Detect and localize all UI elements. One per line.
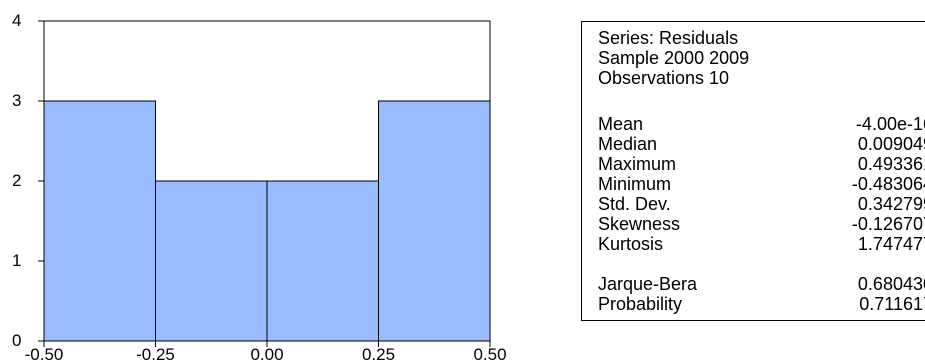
- stat-value: -0.483064: [851, 174, 925, 194]
- stat-label: Skewness: [598, 214, 681, 234]
- y-tick-label: 0: [12, 331, 21, 350]
- stats-row-probability: Probability 0.711617: [598, 294, 925, 314]
- x-tick-label: 0.50: [473, 345, 506, 363]
- stats-row-std-dev: Std. Dev. 0.342799: [598, 194, 925, 214]
- stat-value: 0.493361: [857, 154, 925, 174]
- x-tick-label: -0.50: [25, 345, 64, 363]
- stat-label: Minimum: [598, 174, 672, 194]
- histogram-bar: [43, 100, 156, 342]
- stat-value: -4.00e-16: [855, 114, 925, 134]
- x-tick-label: -0.25: [136, 345, 175, 363]
- stats-spacer: [598, 254, 925, 274]
- stats-panel: Series: Residuals Sample 2000 2009 Obser…: [581, 21, 925, 321]
- stat-value: -0.126707: [851, 214, 925, 234]
- y-tick-label: 1: [12, 251, 21, 270]
- x-tick-label: 0.00: [250, 345, 283, 363]
- stat-label: Mean: [598, 114, 644, 134]
- stat-label: Jarque-Bera: [598, 274, 698, 294]
- histogram-bars: [43, 100, 491, 342]
- series-name: Series: Residuals: [598, 28, 739, 48]
- histogram-bar: [155, 180, 268, 342]
- y-tick-label: 3: [12, 91, 21, 110]
- stat-label: Std. Dev.: [598, 194, 671, 214]
- stats-header: Series: Residuals Sample 2000 2009 Obser…: [598, 28, 749, 88]
- stats-row-skewness: Skewness -0.126707: [598, 214, 925, 234]
- y-tick-label: 4: [12, 11, 21, 30]
- histogram-bar: [266, 180, 379, 342]
- stat-label: Kurtosis: [598, 234, 664, 254]
- stat-label: Probability: [598, 294, 683, 314]
- stat-value: 1.747477: [857, 234, 925, 254]
- stat-value: 0.009049: [857, 134, 925, 154]
- x-axis: -0.50 -0.25 0.00 0.25 0.50: [25, 341, 507, 363]
- stat-label: Maximum: [598, 154, 677, 174]
- stat-label: Median: [598, 134, 658, 154]
- stats-row-kurtosis: Kurtosis 1.747477: [598, 234, 925, 254]
- stats-table: Mean -4.00e-16 Median 0.009049 Maximum 0…: [598, 114, 925, 314]
- stat-value: 0.680430: [857, 274, 925, 294]
- histogram-chart: 0 1 2 3 4 -0.50 -0.25 0.00 0.25 0.50: [12, 11, 507, 363]
- stats-row-minimum: Minimum -0.483064: [598, 174, 925, 194]
- x-tick-label: 0.25: [362, 345, 395, 363]
- y-tick-label: 2: [12, 171, 21, 190]
- sample-range: Sample 2000 2009: [598, 48, 750, 68]
- stats-row-jarque-bera: Jarque-Bera 0.680430: [598, 274, 925, 294]
- stats-row-mean: Mean -4.00e-16: [598, 114, 925, 134]
- y-axis: 0 1 2 3 4: [12, 11, 44, 350]
- stat-value: 0.342799: [857, 194, 925, 214]
- observations-count: Observations 10: [598, 68, 730, 88]
- histogram-bar: [378, 100, 491, 342]
- stats-row-median: Median 0.009049: [598, 134, 925, 154]
- stat-value: 0.711617: [859, 294, 925, 314]
- stats-row-maximum: Maximum 0.493361: [598, 154, 925, 174]
